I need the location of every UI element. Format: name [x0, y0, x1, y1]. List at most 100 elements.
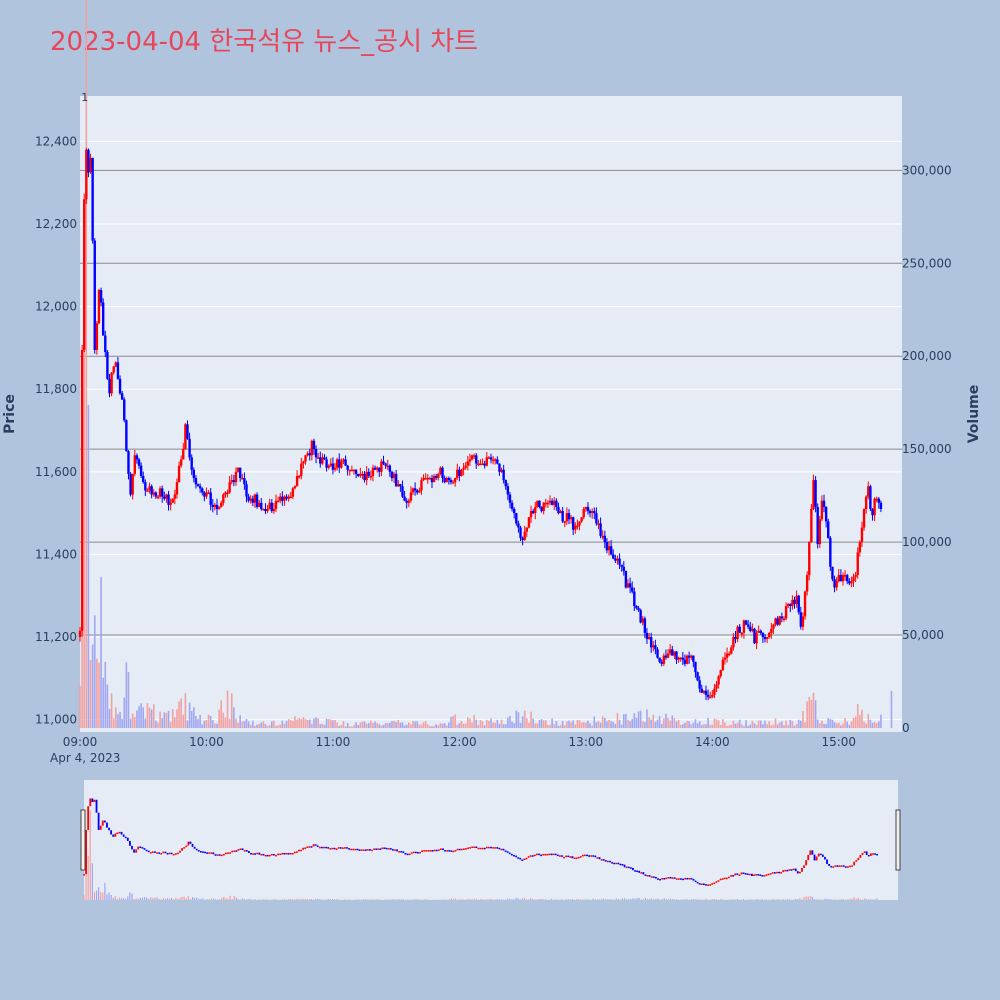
volume-bar — [182, 714, 185, 728]
volume-bar — [808, 696, 811, 728]
volume-bar — [150, 709, 153, 728]
range-slider[interactable] — [84, 780, 898, 900]
volume-tick-label: 0 — [902, 721, 910, 735]
volume-bar — [793, 725, 796, 728]
volume-bar — [184, 693, 187, 728]
slider-candle — [433, 849, 436, 852]
candle-body — [704, 690, 708, 695]
slider-volume-bar — [283, 899, 285, 900]
volume-bar — [755, 724, 758, 728]
volume-bar — [536, 723, 539, 728]
slider-candle — [849, 865, 851, 868]
volume-bar — [869, 719, 872, 728]
candle-body — [850, 581, 853, 584]
slider-candle — [291, 852, 294, 855]
candle-body — [378, 467, 381, 472]
slider-volume-bar — [287, 899, 290, 900]
slider-volume-bar — [742, 899, 745, 900]
slider-candle — [323, 846, 325, 849]
candle-body — [125, 420, 128, 452]
candle-body — [346, 465, 349, 470]
slider-candle — [498, 847, 501, 850]
candle-body — [154, 492, 158, 497]
candle-body — [538, 500, 541, 507]
slider-candle — [646, 875, 649, 877]
slider-candle — [354, 848, 357, 851]
volume-bar — [574, 724, 577, 728]
volume-bar — [401, 722, 404, 728]
slider-volume-bar — [786, 899, 788, 900]
volume-bar — [696, 723, 699, 728]
volume-bar — [338, 725, 341, 728]
slider-candle — [195, 848, 198, 851]
volume-bar — [762, 724, 764, 728]
slider-volume-bar — [674, 899, 676, 900]
volume-bar — [241, 721, 244, 728]
candle-body — [175, 482, 179, 495]
price-tick-label: 11,200 — [35, 630, 77, 644]
volume-bar — [355, 722, 357, 728]
slider-candle — [116, 832, 119, 835]
slider-volume-bar — [198, 898, 200, 900]
candle-body — [656, 649, 659, 658]
candle-body — [725, 653, 729, 658]
volume-bar — [386, 723, 389, 728]
candle-body — [871, 508, 874, 516]
volume-bar — [722, 719, 724, 728]
slider-volume-bar — [519, 899, 521, 900]
slider-candle — [811, 850, 814, 855]
slider-candle — [191, 843, 194, 847]
slider-volume-bar — [603, 898, 605, 900]
volume-bar — [759, 720, 762, 728]
range-slider-left-handle[interactable] — [80, 809, 86, 871]
candle-body — [631, 587, 634, 592]
candle-body — [97, 290, 101, 324]
volume-bar — [216, 723, 218, 728]
slider-candle — [642, 872, 645, 875]
slider-candle — [239, 848, 242, 850]
slider-volume-bar — [262, 899, 265, 900]
volume-bar — [770, 725, 773, 728]
volume-tick-label: 50,000 — [902, 628, 944, 642]
candle-body — [209, 492, 212, 505]
slider-candle — [118, 831, 121, 834]
slider-candle — [588, 855, 590, 857]
candle-body — [637, 608, 640, 611]
volume-bar — [504, 724, 507, 728]
price-tick-label: 11,000 — [35, 713, 77, 727]
volume-bar — [382, 724, 385, 728]
slider-volume-bar — [496, 899, 498, 900]
candle-body — [205, 492, 208, 497]
slider-volume-bar — [757, 899, 759, 900]
volume-bar — [452, 716, 454, 728]
volume-bar — [313, 718, 315, 728]
candle-body — [698, 680, 701, 689]
volume-bar — [450, 716, 452, 728]
slider-candle — [721, 878, 724, 880]
slider-candle — [627, 866, 630, 869]
volume-bar — [412, 720, 414, 728]
slider-candle — [565, 855, 568, 858]
slider-candle — [799, 871, 801, 874]
candle-body — [344, 459, 347, 466]
volume-bar — [850, 721, 853, 728]
volume-bar — [110, 693, 113, 728]
volume-bar — [688, 721, 690, 728]
candle-body — [384, 463, 387, 466]
slider-candle — [809, 850, 812, 855]
candle-body — [749, 626, 752, 631]
volume-bar — [728, 725, 730, 728]
slider-volume-bar — [360, 899, 363, 900]
slider-candle — [584, 854, 586, 857]
range-slider-right-handle[interactable] — [895, 809, 901, 871]
candle-body — [677, 657, 680, 660]
candle-body — [784, 606, 788, 619]
candle-body — [443, 478, 446, 483]
volume-bar — [545, 720, 547, 728]
volume-bar — [715, 719, 718, 728]
volume-bar — [203, 720, 206, 728]
candle-body — [329, 463, 333, 466]
volume-bar — [656, 719, 659, 728]
volume-bar — [389, 722, 391, 728]
volume-bar — [275, 725, 277, 728]
